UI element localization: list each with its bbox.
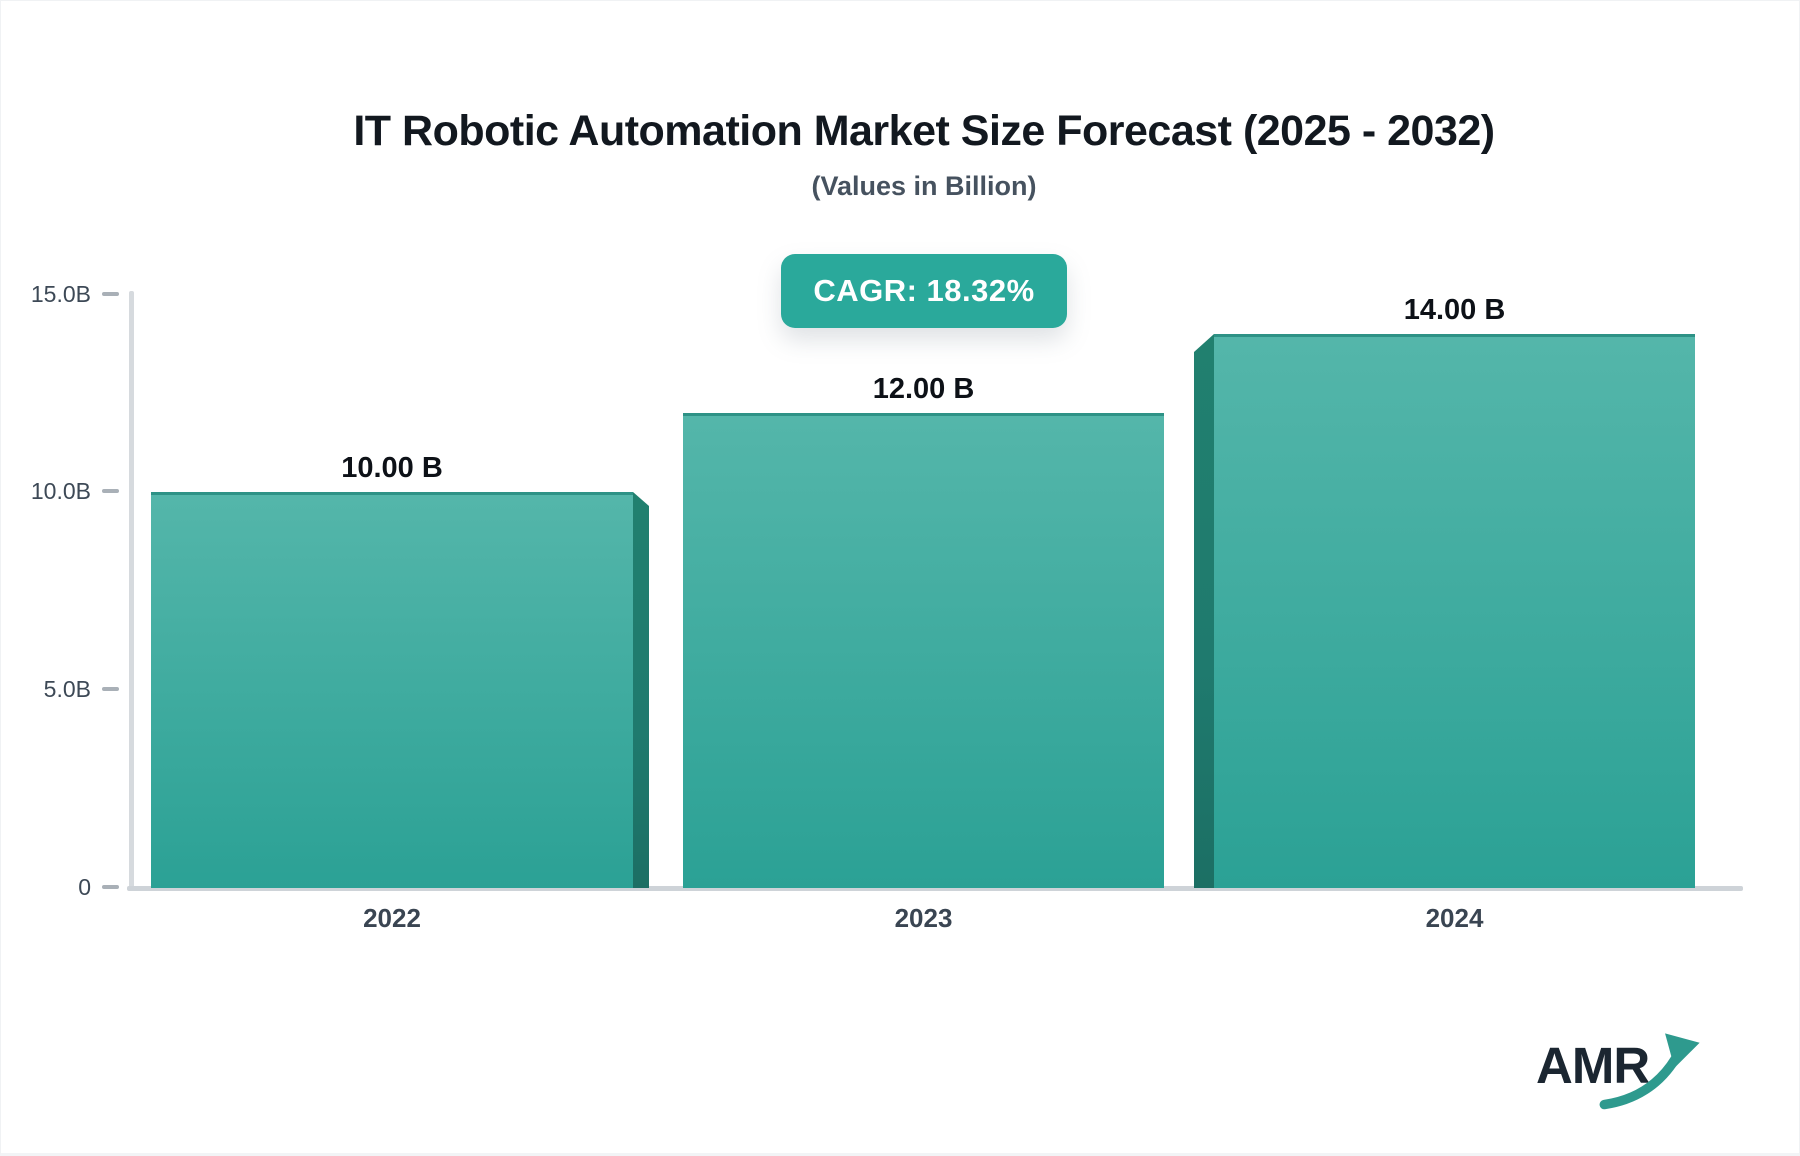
y-tick-label: 10.0B (30, 478, 91, 504)
bar-value-label: 14.00 B (1403, 294, 1506, 326)
chart-subtitle: (Values in Billion) (811, 171, 1037, 201)
tick-dash-icon (102, 885, 119, 889)
y-axis-line (129, 291, 134, 891)
y-tick-label: 15.0B (30, 281, 91, 307)
y-tick-15b: 15.0B (1, 281, 129, 307)
amr-logo-text: AMR (1536, 1037, 1650, 1094)
bar-side-face (1194, 334, 1214, 888)
y-tick-10b: 10.0B (1, 478, 129, 504)
y-tick-label: 5.0B (43, 676, 91, 702)
chart-title: IT Robotic Automation Market Size Foreca… (353, 107, 1495, 155)
x-axis-baseline (127, 886, 1743, 891)
bar-face (683, 413, 1164, 888)
bar-face (151, 492, 633, 888)
x-axis-label-2022: 2022 (363, 903, 421, 933)
y-tick-5b: 5.0B (1, 676, 129, 702)
y-tick-label: 0 (78, 874, 91, 900)
amr-logo: AMR (1536, 1033, 1736, 1117)
x-axis-label-2023: 2023 (894, 903, 953, 933)
tick-dash-icon (102, 687, 119, 691)
bar-side-face (633, 492, 649, 888)
y-tick-0: 0 (1, 874, 129, 900)
x-axis-label-2024: 2024 (1425, 903, 1484, 933)
bar-face (1214, 334, 1695, 888)
tick-dash-icon (102, 489, 119, 493)
trend-up-arrow-icon (1599, 1033, 1700, 1110)
bar-value-label: 10.00 B (341, 452, 443, 484)
tick-dash-icon (102, 292, 119, 296)
cagr-badge: CAGR: 18.32% (781, 254, 1067, 328)
bar-value-label: 12.00 B (872, 373, 975, 405)
